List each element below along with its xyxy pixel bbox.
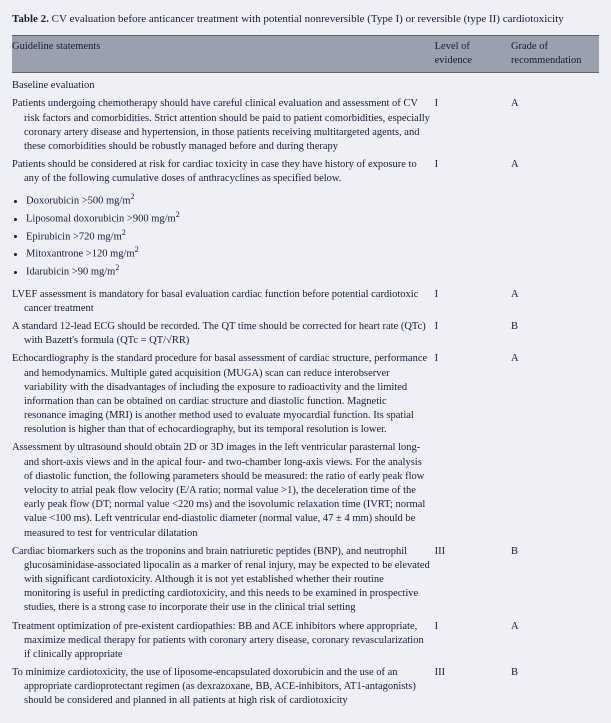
level-cell: I — [435, 350, 511, 439]
statement-text: Treatment optimization of pre-existent c… — [24, 620, 431, 663]
statement-text: To minimize cardiotoxicity, the use of l… — [24, 666, 431, 709]
grade-cell: A — [511, 350, 599, 439]
section-baseline: Baseline evaluation — [12, 73, 599, 96]
drug-item: Epirubicin >720 mg/m2 — [26, 228, 595, 245]
table-caption: Table 2. CV evaluation before anticancer… — [12, 12, 599, 27]
statement-text: Patients undergoing chemotherapy should … — [24, 97, 431, 154]
table-row: To minimize cardiotoxicity, the use of l… — [12, 664, 599, 711]
grade-cell: B — [511, 543, 599, 618]
drug-text: Liposomal doxorubicin >900 mg/m — [26, 214, 176, 225]
drug-text: Mitoxantrone >120 mg/m — [26, 249, 135, 260]
level-cell: III — [435, 664, 511, 711]
level-cell: I — [435, 618, 511, 665]
drug-item: Mitoxantrone >120 mg/m2 — [26, 245, 595, 262]
table-row: Assessment by ultrasound should obtain 2… — [12, 439, 599, 542]
level-cell: I — [435, 286, 511, 318]
grade-cell: A — [511, 286, 599, 318]
drug-list-row: Doxorubicin >500 mg/m2 Liposomal doxorub… — [12, 188, 599, 285]
col-header-statements: Guideline statements — [12, 35, 435, 72]
level-cell: I — [435, 95, 511, 156]
statement-text: A standard 12-lead ECG should be recorde… — [24, 320, 431, 348]
col-header-grade: Grade of recommendation — [511, 35, 599, 72]
guideline-table: Guideline statements Level of evidence G… — [12, 35, 599, 711]
drug-list: Doxorubicin >500 mg/m2 Liposomal doxorub… — [26, 192, 595, 279]
level-cell: I — [435, 156, 511, 188]
grade-cell — [511, 439, 599, 542]
table-row: A standard 12-lead ECG should be recorde… — [12, 318, 599, 350]
level-cell: III — [435, 543, 511, 618]
statement-text: LVEF assessment is mandatory for basal e… — [24, 288, 431, 316]
table-row: LVEF assessment is mandatory for basal e… — [12, 286, 599, 318]
drug-text: Doxorubicin >500 mg/m — [26, 196, 131, 207]
caption-label: Table 2. — [12, 13, 49, 25]
table-header-row: Guideline statements Level of evidence G… — [12, 35, 599, 72]
grade-cell: A — [511, 618, 599, 665]
drug-item: Doxorubicin >500 mg/m2 — [26, 192, 595, 209]
statement-text: Patients should be considered at risk fo… — [24, 158, 431, 186]
grade-cell: A — [511, 156, 599, 188]
caption-text: CV evaluation before anticancer treatmen… — [52, 13, 564, 25]
level-cell — [435, 439, 511, 542]
table-row: Patients should be considered at risk fo… — [12, 156, 599, 188]
table-row: Patients undergoing chemotherapy should … — [12, 95, 599, 156]
drug-text: Epirubicin >720 mg/m — [26, 231, 122, 242]
grade-cell: B — [511, 318, 599, 350]
table-row: Echocardiography is the standard procedu… — [12, 350, 599, 439]
statement-text: Assessment by ultrasound should obtain 2… — [24, 441, 431, 540]
section-row: Baseline evaluation — [12, 73, 599, 96]
col-header-level: Level of evidence — [435, 35, 511, 72]
table-container: Table 2. CV evaluation before anticancer… — [12, 12, 599, 711]
table-row: Treatment optimization of pre-existent c… — [12, 618, 599, 665]
grade-cell: A — [511, 95, 599, 156]
statement-text: Echocardiography is the standard procedu… — [24, 352, 431, 437]
drug-text: Idarubicin >90 mg/m — [26, 267, 115, 278]
level-cell: I — [435, 318, 511, 350]
statement-text: Cardiac biomarkers such as the troponins… — [24, 545, 431, 616]
drug-item: Idarubicin >90 mg/m2 — [26, 263, 595, 280]
table-row: Cardiac biomarkers such as the troponins… — [12, 543, 599, 618]
grade-cell: B — [511, 664, 599, 711]
drug-item: Liposomal doxorubicin >900 mg/m2 — [26, 210, 595, 227]
